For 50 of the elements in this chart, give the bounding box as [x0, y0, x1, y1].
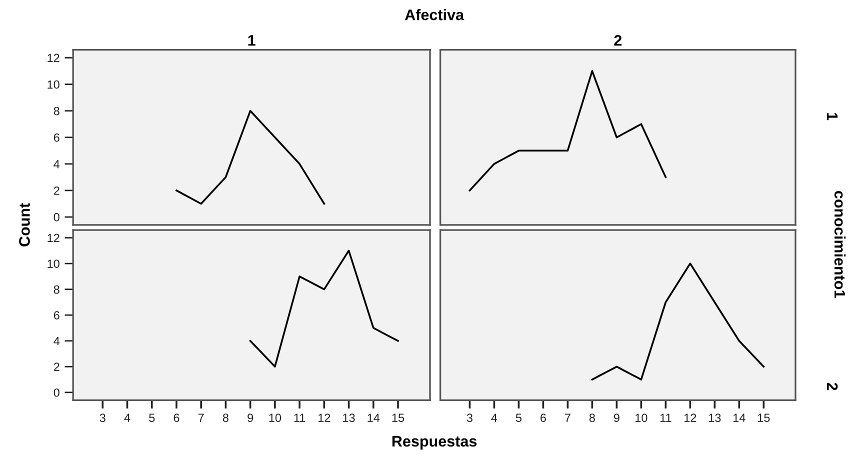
y-tick-label: 2 [54, 186, 60, 195]
y-tick-label: 10 [48, 260, 60, 268]
x-tick-label: 7 [198, 414, 204, 422]
y-tick-label: 0 [54, 213, 60, 222]
x-tick-label: 4 [124, 414, 130, 422]
x-tick-label: 5 [516, 414, 522, 422]
line-series [176, 110, 326, 205]
x-tick-label: 3 [466, 414, 472, 422]
chart-title: 2 [614, 34, 622, 46]
x-tick-label: 3 [100, 414, 106, 422]
x-tick-label: 14 [733, 414, 746, 422]
x-tick-label: 15 [758, 414, 770, 422]
y2-axis-title: 2 [827, 382, 838, 390]
x-tick-label: 12 [318, 414, 330, 422]
x-tick-label: 8 [589, 414, 595, 422]
x-tick-label: 7 [565, 414, 570, 422]
y-tick-label: 6 [54, 311, 60, 320]
x-tick-label: 6 [540, 414, 546, 422]
x-tick-label: 5 [149, 414, 155, 422]
line-series [249, 250, 399, 368]
x-tick-label: 11 [294, 414, 306, 422]
x-tick-label: 9 [248, 414, 254, 422]
y2-axis-title: 1 [827, 113, 838, 120]
x-tick-label: 11 [660, 414, 672, 422]
x-tick-label: 8 [222, 414, 228, 422]
x-axis-title: Respuestas [392, 436, 477, 450]
x-tick-label: 10 [636, 414, 648, 422]
x-tick-label: 12 [684, 414, 696, 422]
x-tick-label: 9 [614, 414, 620, 422]
y-tick-label: 2 [54, 362, 60, 371]
text: Afectiva [404, 9, 464, 20]
x-tick-label: 13 [343, 414, 355, 422]
y-axis-title: Count [19, 203, 30, 246]
x-tick-label: 4 [491, 414, 498, 422]
y-tick-label: 10 [48, 80, 60, 89]
x-tick-label: 6 [174, 414, 180, 422]
y-tick-label: 4 [54, 337, 60, 346]
x-tick-label: 15 [392, 414, 404, 422]
y-tick-label: 0 [54, 388, 60, 397]
y-tick-label: 6 [54, 133, 60, 142]
x-tick-label: 13 [709, 414, 721, 422]
y-tick-label: 12 [48, 54, 60, 62]
y-tick-label: 8 [54, 106, 60, 116]
text: conocimiento1 [834, 191, 846, 298]
y-tick-label: 12 [48, 234, 60, 242]
y-tick-label: 8 [54, 285, 60, 294]
x-tick-label: 10 [269, 414, 282, 422]
x-tick-label: 14 [368, 414, 380, 422]
chart-title: 1 [248, 35, 256, 46]
y-tick-label: 4 [54, 160, 60, 168]
